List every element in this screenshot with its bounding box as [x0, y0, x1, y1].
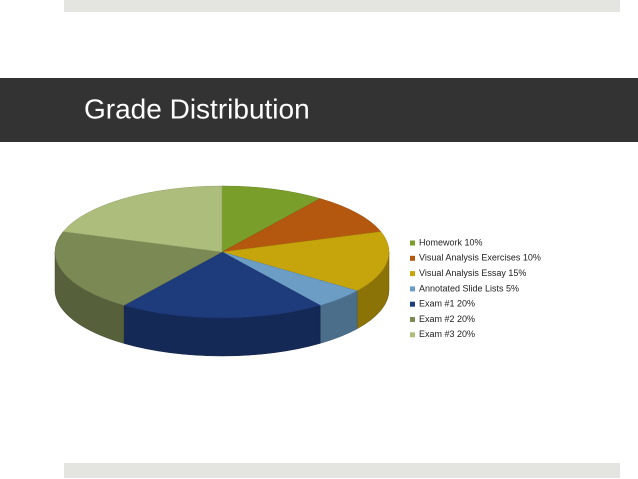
legend-label: Visual Analysis Exercises 10%	[419, 253, 541, 263]
legend-label: Exam #1 20%	[419, 299, 475, 309]
legend-swatch	[410, 255, 415, 261]
bottom-bar	[64, 463, 620, 478]
legend-swatch	[410, 286, 415, 292]
slice	[221, 185, 321, 253]
legend: Homework 10% Visual Analysis Exercises 10…	[410, 237, 541, 339]
slice	[221, 198, 382, 253]
legend-swatch	[410, 332, 415, 338]
legend-label: Visual Analysis Essay 15%	[419, 268, 526, 278]
legend-label: Annotated Slide Lists 5%	[419, 283, 519, 293]
legend-label: Exam #3 20%	[419, 329, 475, 339]
legend-swatch	[410, 317, 415, 322]
slice	[221, 231, 390, 292]
title-band	[0, 78, 638, 142]
top-bar	[64, 0, 620, 12]
legend-swatch	[410, 301, 415, 307]
pie-tops	[54, 185, 390, 319]
legend-swatch	[410, 271, 415, 277]
slice	[54, 231, 223, 306]
legend-label: Exam #2 20%	[419, 314, 475, 324]
slice	[62, 185, 223, 253]
legend-swatch	[410, 240, 415, 246]
legend-label: Homework 10%	[419, 237, 483, 247]
slide-title: Grade Distribution	[84, 93, 310, 124]
slice	[123, 251, 321, 319]
